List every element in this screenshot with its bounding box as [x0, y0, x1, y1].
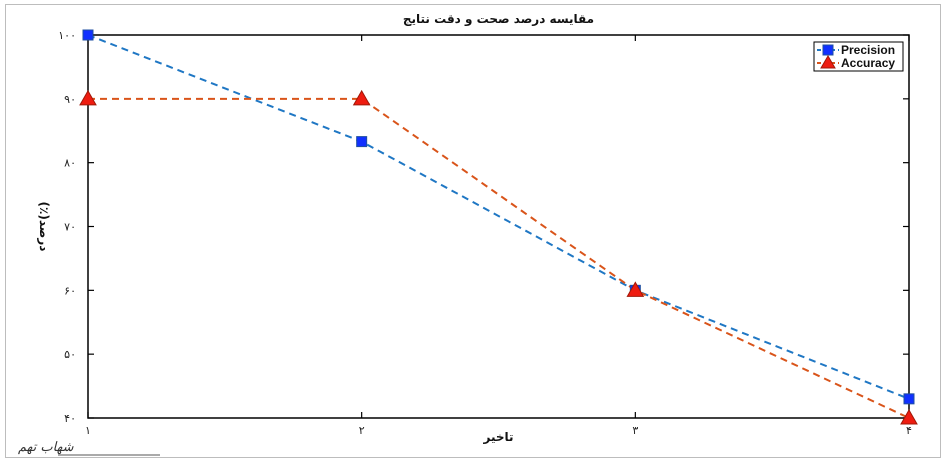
point-accuracy — [900, 408, 918, 425]
x-axis-label: تاخیر — [482, 430, 513, 444]
y-tick-label: ۴۰ — [64, 412, 76, 425]
point-accuracy — [626, 281, 645, 297]
legend-label-precision: Precision — [841, 43, 895, 57]
series-line-accuracy — [88, 97, 910, 419]
y-tick-label: ۱۰۰ — [58, 29, 76, 42]
legend-marker-precision — [822, 44, 834, 56]
legend-label-accuracy: Accuracy — [841, 56, 895, 70]
chart-title: مقایسه درصد صحت و دقت نتایج — [403, 12, 594, 27]
figure-frame — [5, 4, 941, 458]
x-tick-label: ۴ — [906, 424, 912, 437]
y-axis-label: درصد(٪) — [37, 202, 51, 252]
y-tick-label: ۶۰ — [64, 284, 76, 297]
point-precision — [82, 29, 94, 41]
series-line-precision — [87, 34, 910, 400]
y-tick-label: ۵۰ — [64, 348, 76, 361]
point-accuracy — [79, 89, 97, 106]
y-tick-label: ۸۰ — [64, 157, 76, 170]
x-tick-label: ۳ — [632, 424, 638, 437]
y-tick-label: ۷۰ — [64, 221, 76, 234]
point-precision — [356, 136, 368, 148]
x-tick-label: ۱ — [85, 424, 91, 437]
point-accuracy — [352, 89, 371, 106]
watermark-signature: شهاب تهم — [18, 440, 74, 455]
x-tick-label: ۲ — [359, 424, 365, 437]
y-tick-label: ۹۰ — [64, 93, 76, 106]
legend-marker-accuracy — [820, 55, 836, 69]
point-precision — [903, 393, 915, 405]
